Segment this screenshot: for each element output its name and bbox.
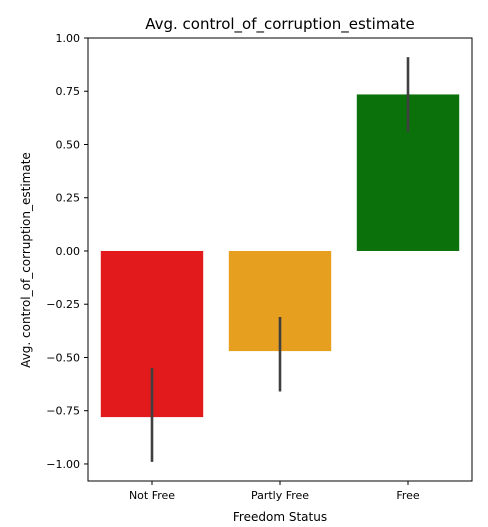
- y-axis-label: Avg. control_of_corruption_estimate: [19, 152, 33, 368]
- y-tick-label: 0.50: [56, 138, 81, 151]
- y-tick-label: −1.00: [46, 458, 80, 471]
- y-tick-label: 1.00: [56, 32, 81, 45]
- plot-area: 1.00 0.75 0.50 0.25 0.00 −0.25 −0.50 −0.75 −1.00…: [46, 32, 473, 502]
- y-tick-label: −0.75: [46, 405, 80, 418]
- y-tick-label: 0.75: [56, 85, 81, 98]
- chart-title: Avg. control_of_corruption_estimate: [145, 15, 415, 34]
- x-tick-label: Partly Free: [251, 489, 309, 502]
- x-tick-label: Not Free: [129, 489, 175, 502]
- x-axis-label: Freedom Status: [233, 510, 327, 524]
- y-tick-label: 0.25: [56, 192, 81, 205]
- y-tick-label: −0.25: [46, 298, 80, 311]
- y-tick-label: −0.50: [46, 351, 80, 364]
- x-tick-label: Free: [396, 489, 420, 502]
- y-tick-label: 0.00: [56, 245, 81, 258]
